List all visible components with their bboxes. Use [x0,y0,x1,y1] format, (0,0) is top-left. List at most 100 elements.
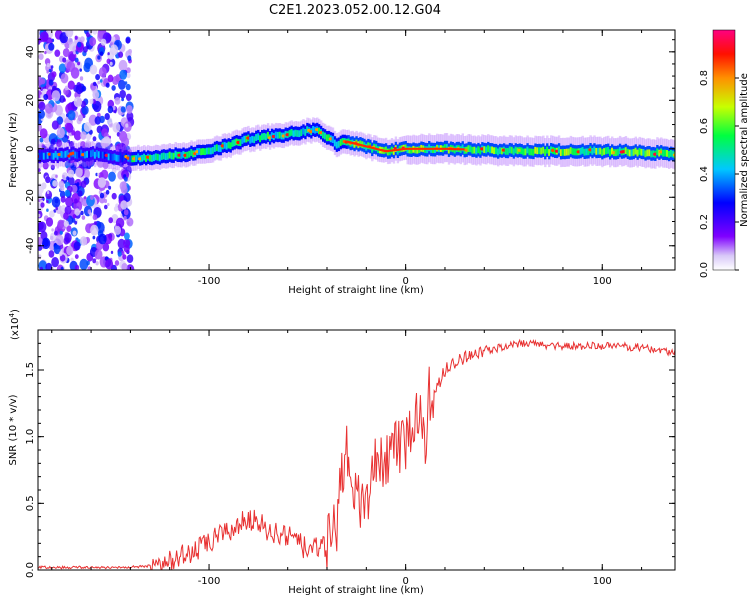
spectrogram-heatmap [38,30,675,270]
noise-blob [77,190,83,197]
noise-blob [50,164,55,171]
ridge-core [188,150,191,158]
noise-blob [84,140,92,149]
noise-blob [49,210,55,218]
noise-blob [66,176,70,181]
ridge-core [605,147,608,155]
ridge-core [227,141,230,149]
ridge-core [318,127,321,135]
noise-blob [38,221,47,233]
noise-blob [54,230,58,236]
noise-blob [59,230,63,235]
ridge-core [174,150,177,158]
noise-blob [126,67,131,74]
noise-blob [100,169,109,180]
ridge-core [78,150,81,158]
noise-blob [67,110,76,121]
noise-blob [90,195,94,200]
ridge-core [160,153,164,160]
noise-blob [60,73,69,84]
ridge-core [528,148,531,156]
noise-blob [111,36,116,42]
noise-blob [81,215,86,220]
ridge-core [93,151,97,159]
ridge-core [302,127,305,135]
ridge-core [251,135,254,143]
noise-blob [73,96,83,108]
ridge-core [241,137,244,144]
noise-blob [53,244,61,255]
noise-blob [58,180,65,188]
noise-blob [44,51,47,55]
noise-blob [45,176,51,184]
ridge-core [211,147,215,154]
noise-blob [46,70,49,74]
noise-blob [55,206,58,211]
noise-blob [99,115,105,124]
ridge-core [219,145,223,152]
noise-blob [40,78,46,85]
noise-blob [71,218,76,223]
ridge-core [233,139,236,147]
noise-blob [125,123,129,128]
noise-blob [71,184,78,193]
noise-blob [93,81,97,87]
x-tick-label: 100 [593,576,612,587]
ridge-core [538,147,541,154]
noise-blob [123,209,129,216]
ridge-core [249,136,252,144]
ridge-core [113,153,116,161]
noise-blob [55,174,58,178]
noise-blob [79,258,89,270]
snr-panel: -100 0 100 0.0 0.5 1.0 1.5 Height of straight … [8,309,676,596]
ridge-core [255,134,258,141]
noise-blob [45,262,53,270]
ridge-core [408,146,411,154]
ridge-core [573,148,576,156]
ridge-core [62,151,65,159]
ridge-core [245,135,248,143]
ridge-core [607,147,610,154]
noise-blob [50,65,54,69]
noise-blob [52,180,58,187]
ridge-core [579,148,582,155]
ridge-core [469,145,472,153]
ridge-core [489,146,492,154]
ridge-core [86,150,89,158]
noise-blob [114,97,121,105]
ridge-core [182,150,185,158]
ridge-core [91,149,95,157]
colorbar-tick-label: 0.8 [699,70,710,86]
ridge-core [162,152,166,160]
ridge-max-line [346,140,465,153]
ridge-core [200,148,203,156]
noise-blob [93,221,97,226]
noise-blob [80,131,87,140]
ridge-core [443,144,447,151]
ridge-core [540,147,543,155]
ridge-core [117,155,120,162]
ridge-core [524,148,527,156]
ridge-core [410,146,413,154]
noise-blob [73,51,76,55]
ridge-core [261,133,264,141]
noise-blob [77,61,81,66]
ridge-core [296,130,299,137]
ridge-core [156,153,160,161]
ridge-core [445,144,449,151]
noise-blob [102,161,109,170]
noise-blob [62,174,65,179]
ridge-core [266,131,270,139]
figure-title: C2E1.2023.052.00.12.G04 [269,3,441,18]
noise-blob [66,61,76,72]
ridge-core [544,149,547,156]
noise-blob [42,88,47,95]
noise-blob [104,113,110,120]
ridge-core [611,147,614,155]
ridge-core [581,147,584,154]
ridge-core [534,146,537,154]
ridge-core [170,152,173,160]
noise-blob [123,244,130,253]
ridge-core [327,134,331,142]
noise-blob [94,249,103,260]
